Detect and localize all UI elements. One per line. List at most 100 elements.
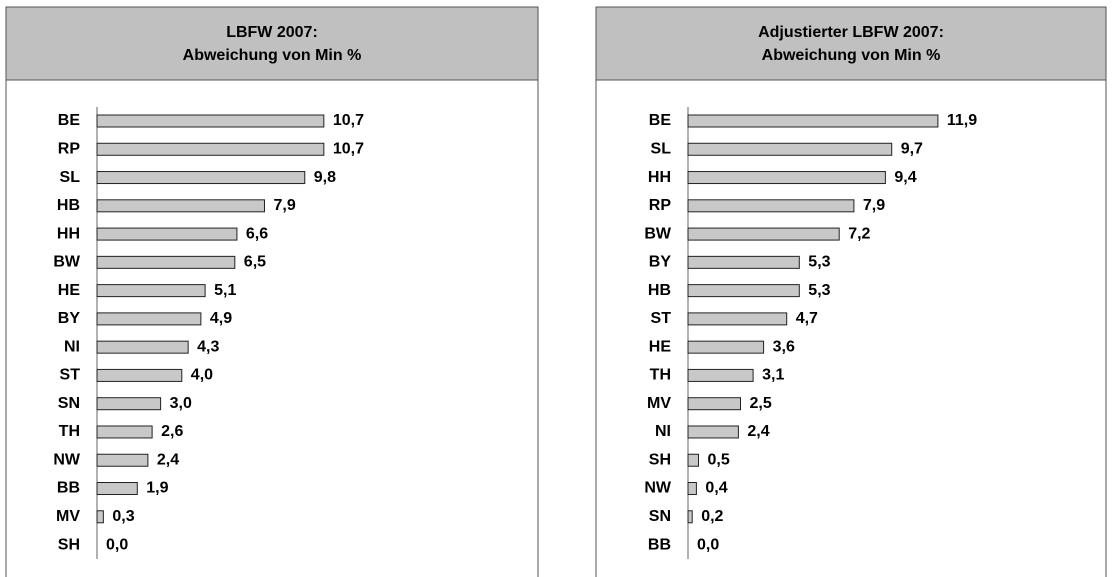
- value-label: 4,7: [796, 310, 818, 327]
- chart-subtitle: Abweichung von Min %: [183, 47, 362, 64]
- bar: [96, 397, 162, 411]
- bar: [687, 453, 699, 467]
- bar: [687, 199, 855, 213]
- bar: [96, 453, 149, 467]
- bar: [96, 255, 236, 269]
- value-label: 0,0: [106, 536, 128, 553]
- chart-title: Adjustierter LBFW 2007:: [758, 24, 944, 41]
- value-label: 7,9: [273, 197, 295, 214]
- value-label: 0,4: [705, 480, 727, 497]
- bar: [96, 368, 183, 382]
- panel-right: Adjustierter LBFW 2007: Abweichung von M…: [595, 6, 1107, 577]
- value-label: 3,6: [773, 338, 795, 355]
- category-label: NW: [644, 480, 672, 497]
- value-label: 9,4: [894, 169, 916, 186]
- bar: [687, 171, 886, 185]
- category-label: SL: [651, 140, 672, 157]
- category-label: MV: [647, 395, 671, 412]
- value-label: 2,4: [747, 423, 769, 440]
- category-label: MV: [56, 508, 80, 525]
- category-label: BY: [58, 310, 81, 327]
- category-label: TH: [59, 423, 80, 440]
- category-label: NI: [655, 423, 671, 440]
- bar: [687, 227, 840, 241]
- category-label: SN: [649, 508, 671, 525]
- value-label: 7,2: [848, 225, 870, 242]
- bar: [96, 482, 138, 496]
- value-label: 4,0: [191, 367, 213, 384]
- bar: [687, 425, 739, 439]
- value-label: 5,3: [808, 282, 830, 299]
- bar: [687, 142, 893, 156]
- value-label: 10,7: [333, 112, 364, 129]
- category-label: NW: [53, 451, 81, 468]
- category-label: ST: [60, 367, 81, 384]
- bar: [687, 397, 741, 411]
- value-label: 0,5: [708, 451, 730, 468]
- category-label: SH: [649, 451, 671, 468]
- category-label: RP: [649, 197, 672, 214]
- bar: [687, 255, 800, 269]
- value-label: 2,6: [161, 423, 183, 440]
- category-label: BE: [649, 112, 672, 129]
- value-label: 11,9: [947, 112, 977, 129]
- value-label: 3,1: [762, 367, 784, 384]
- bar: [96, 227, 238, 241]
- value-label: 6,5: [244, 254, 266, 271]
- value-label: 10,7: [333, 140, 364, 157]
- category-label: ST: [651, 310, 672, 327]
- category-label: BB: [57, 480, 80, 497]
- chart-subtitle: Abweichung von Min %: [762, 47, 941, 64]
- category-label: HE: [58, 282, 81, 299]
- value-label: 6,6: [246, 225, 268, 242]
- bar: [96, 284, 206, 298]
- bar: [96, 199, 265, 213]
- bar: [687, 510, 693, 524]
- header-box: [595, 6, 1107, 81]
- bar: [96, 142, 325, 156]
- header-box: [5, 6, 539, 81]
- category-label: SL: [60, 169, 81, 186]
- category-label: BB: [648, 536, 671, 553]
- bar: [687, 312, 788, 326]
- category-label: HB: [57, 197, 80, 214]
- category-label: BE: [58, 112, 81, 129]
- value-label: 7,9: [863, 197, 885, 214]
- category-label: HB: [648, 282, 671, 299]
- value-label: 2,5: [750, 395, 772, 412]
- value-label: 0,3: [112, 508, 134, 525]
- bar: [96, 114, 325, 128]
- bar: [96, 340, 189, 354]
- category-label: HE: [649, 338, 672, 355]
- category-label: NI: [64, 338, 80, 355]
- category-label: RP: [58, 140, 81, 157]
- value-label: 5,3: [808, 254, 830, 271]
- category-label: HH: [648, 169, 671, 186]
- bar: [687, 482, 697, 496]
- bar: [96, 312, 202, 326]
- panel-left: LBFW 2007: Abweichung von Min %: [5, 6, 539, 577]
- bar: [96, 171, 306, 185]
- bar: [96, 425, 153, 439]
- category-label: BW: [53, 254, 81, 271]
- value-label: 4,3: [197, 338, 219, 355]
- bar: [687, 340, 765, 354]
- category-label: TH: [650, 367, 671, 384]
- value-label: 1,9: [146, 480, 168, 497]
- value-label: 3,0: [170, 395, 192, 412]
- value-label: 2,4: [157, 451, 179, 468]
- category-label: HH: [57, 225, 80, 242]
- category-label: BW: [644, 225, 672, 242]
- value-label: 0,2: [701, 508, 723, 525]
- value-label: 9,7: [901, 140, 923, 157]
- bar: [687, 284, 800, 298]
- bar: [687, 114, 939, 128]
- bar: [687, 368, 754, 382]
- value-label: 4,9: [210, 310, 232, 327]
- bar: [96, 510, 104, 524]
- category-label: SH: [58, 536, 80, 553]
- value-label: 9,8: [314, 169, 336, 186]
- value-label: 5,1: [214, 282, 236, 299]
- category-label: BY: [649, 254, 672, 271]
